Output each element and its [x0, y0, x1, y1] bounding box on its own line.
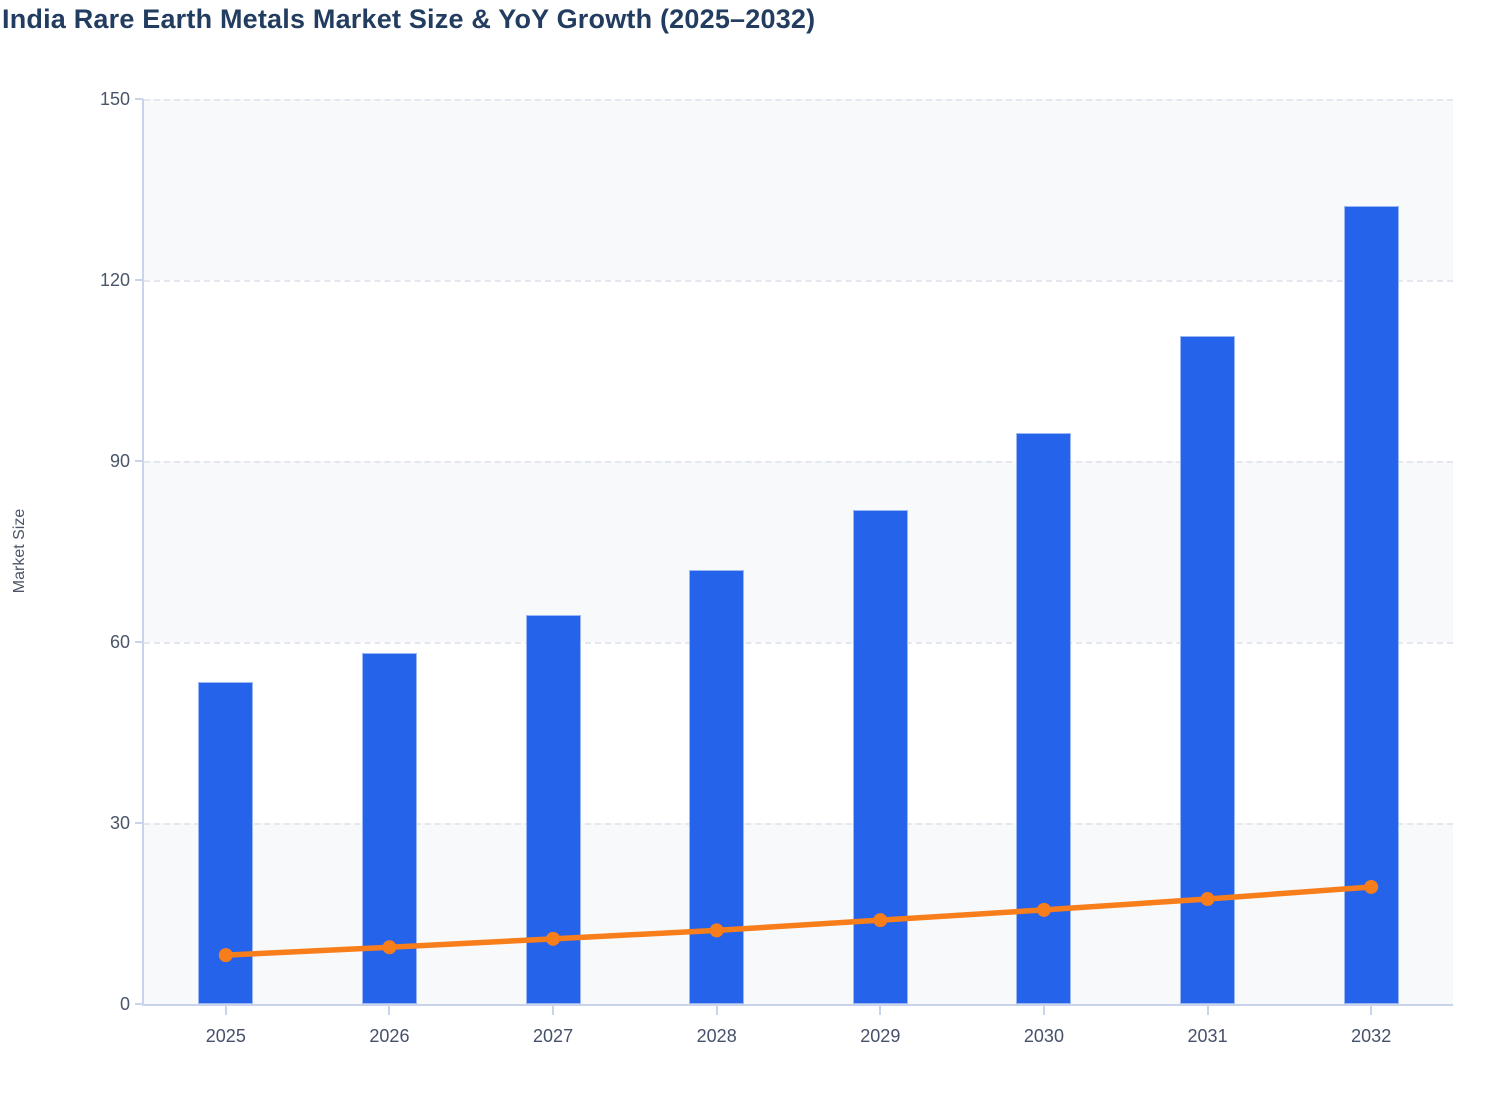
bar-2032[interactable] — [1343, 205, 1399, 1004]
x-tick-label-2025: 2025 — [205, 1026, 246, 1046]
line-point-2027[interactable] — [546, 931, 561, 946]
x-tick-mark-2026 — [388, 1006, 391, 1015]
y-tick-mark-0 — [135, 1003, 143, 1005]
gridline-150 — [144, 99, 1453, 101]
line-point-2030[interactable] — [1036, 902, 1051, 917]
x-tick-mark-2027 — [552, 1006, 555, 1015]
chart-title: India Rare Earth Metals Market Size & Yo… — [2, 4, 816, 34]
y-axis-title: Market Size — [11, 508, 28, 594]
y-tick-mark-150 — [135, 98, 143, 100]
x-tick-label-2028: 2028 — [696, 1026, 737, 1046]
line-point-2026[interactable] — [382, 940, 397, 955]
y-tick-label-120: 120 — [99, 270, 130, 290]
x-tick-mark-2031 — [1206, 1006, 1209, 1015]
y-tick-label-60: 60 — [109, 632, 130, 652]
x-tick-label-2026: 2026 — [369, 1026, 410, 1046]
x-tick-mark-2025 — [224, 1006, 227, 1015]
line-point-2032[interactable] — [1364, 879, 1379, 894]
y-tick-mark-30 — [135, 822, 143, 824]
x-tick-mark-2030 — [1042, 1006, 1045, 1015]
y-axis-line — [142, 99, 144, 1006]
line-series — [218, 879, 1379, 963]
x-tick-mark-2029 — [879, 1006, 882, 1015]
gridline-120 — [144, 280, 1453, 282]
y-tick-label-30: 30 — [109, 813, 130, 833]
x-tick-label-2032: 2032 — [1351, 1026, 1392, 1046]
x-tick-mark-2028 — [715, 1006, 718, 1015]
x-tick-label-2029: 2029 — [860, 1026, 901, 1046]
x-axis-line — [142, 1004, 1453, 1006]
y-tick-mark-90 — [135, 460, 143, 462]
y-tick-label-150: 150 — [99, 89, 130, 109]
plot-area — [144, 99, 1453, 1004]
line-point-2029[interactable] — [873, 913, 888, 928]
yoy-growth-line — [223, 884, 1374, 958]
gridline-90 — [144, 461, 1453, 463]
y-tick-mark-120 — [135, 279, 143, 281]
line-point-2031[interactable] — [1200, 892, 1215, 907]
line-point-2025[interactable] — [218, 948, 233, 963]
line-point-2028[interactable] — [709, 923, 724, 938]
x-tick-label-2027: 2027 — [533, 1026, 574, 1046]
y-tick-label-0: 0 — [119, 994, 130, 1014]
x-tick-label-2031: 2031 — [1187, 1026, 1228, 1046]
gridline-30 — [144, 823, 1453, 825]
y-tick-label-90: 90 — [109, 451, 130, 471]
gridline-60 — [144, 642, 1453, 644]
x-tick-mark-2032 — [1370, 1006, 1373, 1015]
x-tick-label-2030: 2030 — [1023, 1026, 1064, 1046]
y-tick-mark-60 — [135, 641, 143, 643]
